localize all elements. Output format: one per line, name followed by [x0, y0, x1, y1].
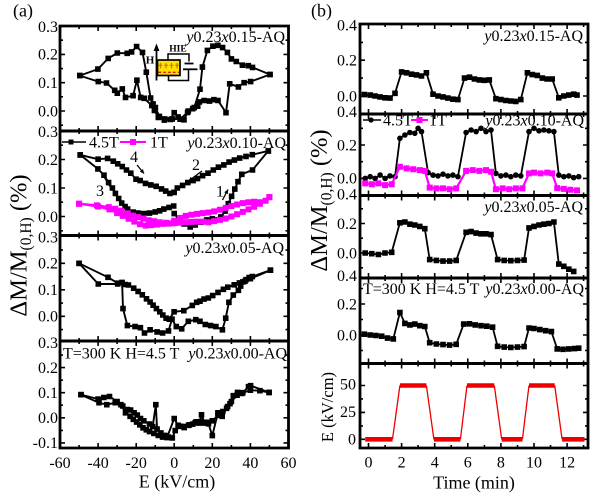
svg-text:0.1: 0.1: [38, 180, 58, 197]
svg-text:T=300 K H=4.5 T: T=300 K H=4.5 T: [63, 346, 180, 363]
svg-text:0.0: 0.0: [38, 309, 58, 326]
svg-text:0.3: 0.3: [38, 335, 58, 352]
svg-text:T=300 K H=4.5 T: T=300 K H=4.5 T: [363, 281, 480, 298]
svg-text:0.1: 0.1: [38, 75, 58, 92]
svg-text:1T: 1T: [150, 135, 168, 152]
svg-text:y0.23x0.15-AQ: y0.23x0.15-AQ: [482, 28, 583, 45]
svg-text:(a): (a): [13, 1, 33, 22]
svg-text:4: 4: [130, 149, 138, 166]
svg-text:y0.23x0.10-AQ: y0.23x0.10-AQ: [185, 135, 286, 152]
svg-text:0.0: 0.0: [337, 245, 357, 262]
svg-text:6: 6: [464, 455, 472, 472]
svg-text:E (kV/cm): E (kV/cm): [139, 472, 215, 493]
svg-text:0: 0: [348, 431, 356, 448]
svg-text:0.3: 0.3: [38, 19, 58, 36]
svg-text:-60: -60: [49, 455, 70, 472]
svg-text:0: 0: [170, 455, 178, 472]
svg-text:3: 3: [96, 183, 104, 200]
svg-text:12: 12: [559, 455, 575, 472]
svg-text:1T: 1T: [429, 113, 447, 130]
svg-text:HIE: HIE: [169, 45, 186, 55]
svg-text:0.0: 0.0: [337, 327, 357, 344]
svg-text:0.2: 0.2: [38, 256, 58, 273]
svg-text:0.0: 0.0: [38, 410, 58, 427]
svg-text:y0.23x0.00-AQ: y0.23x0.00-AQ: [483, 281, 584, 298]
svg-text:50: 50: [340, 376, 356, 393]
svg-text:ΔM/M(0,H) (%): ΔM/M(0,H) (%): [6, 174, 36, 316]
svg-text:-20: -20: [126, 455, 147, 472]
svg-text:0.0: 0.0: [38, 209, 58, 226]
svg-text:y0.23x0.05-AQ: y0.23x0.05-AQ: [183, 240, 284, 257]
svg-text:2: 2: [192, 157, 200, 174]
svg-text:0.2: 0.2: [337, 296, 357, 313]
svg-text:y0.23x0.15-AQ: y0.23x0.15-AQ: [184, 29, 285, 46]
svg-text:y0.23x0.00-AQ: y0.23x0.00-AQ: [186, 346, 287, 363]
svg-text:8: 8: [497, 455, 505, 472]
svg-text:25: 25: [340, 404, 356, 421]
svg-text:Time (min): Time (min): [433, 473, 515, 494]
svg-text:0.2: 0.2: [337, 137, 357, 154]
svg-text:20: 20: [204, 455, 220, 472]
svg-text:y0.23x0.10-AQ: y0.23x0.10-AQ: [483, 113, 584, 130]
svg-text:4.5T: 4.5T: [89, 135, 119, 152]
svg-text:2: 2: [398, 455, 406, 472]
svg-text:0.0: 0.0: [337, 171, 357, 188]
svg-text:0.4: 0.4: [337, 186, 357, 203]
svg-text:(b): (b): [311, 1, 332, 22]
svg-text:0.2: 0.2: [337, 216, 357, 233]
svg-text:40: 40: [242, 455, 258, 472]
svg-text:10: 10: [526, 455, 542, 472]
svg-text:60: 60: [280, 455, 296, 472]
svg-text:0.0: 0.0: [337, 88, 357, 105]
svg-text:0.2: 0.2: [337, 53, 357, 70]
svg-text:0: 0: [365, 455, 373, 472]
svg-text:0.2: 0.2: [38, 152, 58, 169]
svg-text:0.3: 0.3: [38, 124, 58, 141]
svg-text:1: 1: [216, 184, 224, 201]
svg-text:4: 4: [431, 455, 439, 472]
svg-text:-40: -40: [87, 455, 108, 472]
svg-text:H: H: [146, 55, 155, 67]
svg-text:0.2: 0.2: [38, 360, 58, 377]
svg-text:0.4: 0.4: [337, 17, 357, 34]
svg-text:0.0: 0.0: [38, 103, 58, 120]
svg-text:E (kV/cm): E (kV/cm): [318, 372, 337, 442]
svg-text:0.1: 0.1: [38, 385, 58, 402]
svg-text:0.2: 0.2: [38, 47, 58, 64]
svg-text:0.1: 0.1: [38, 282, 58, 299]
svg-text:0.4: 0.4: [337, 268, 357, 285]
svg-text:y0.23x0.05-AQ: y0.23x0.05-AQ: [482, 199, 583, 216]
svg-text:4.5T: 4.5T: [383, 113, 413, 130]
svg-text:0.3: 0.3: [38, 230, 58, 247]
svg-text:-0.1: -0.1: [33, 435, 58, 452]
svg-text:0.4: 0.4: [337, 104, 357, 121]
